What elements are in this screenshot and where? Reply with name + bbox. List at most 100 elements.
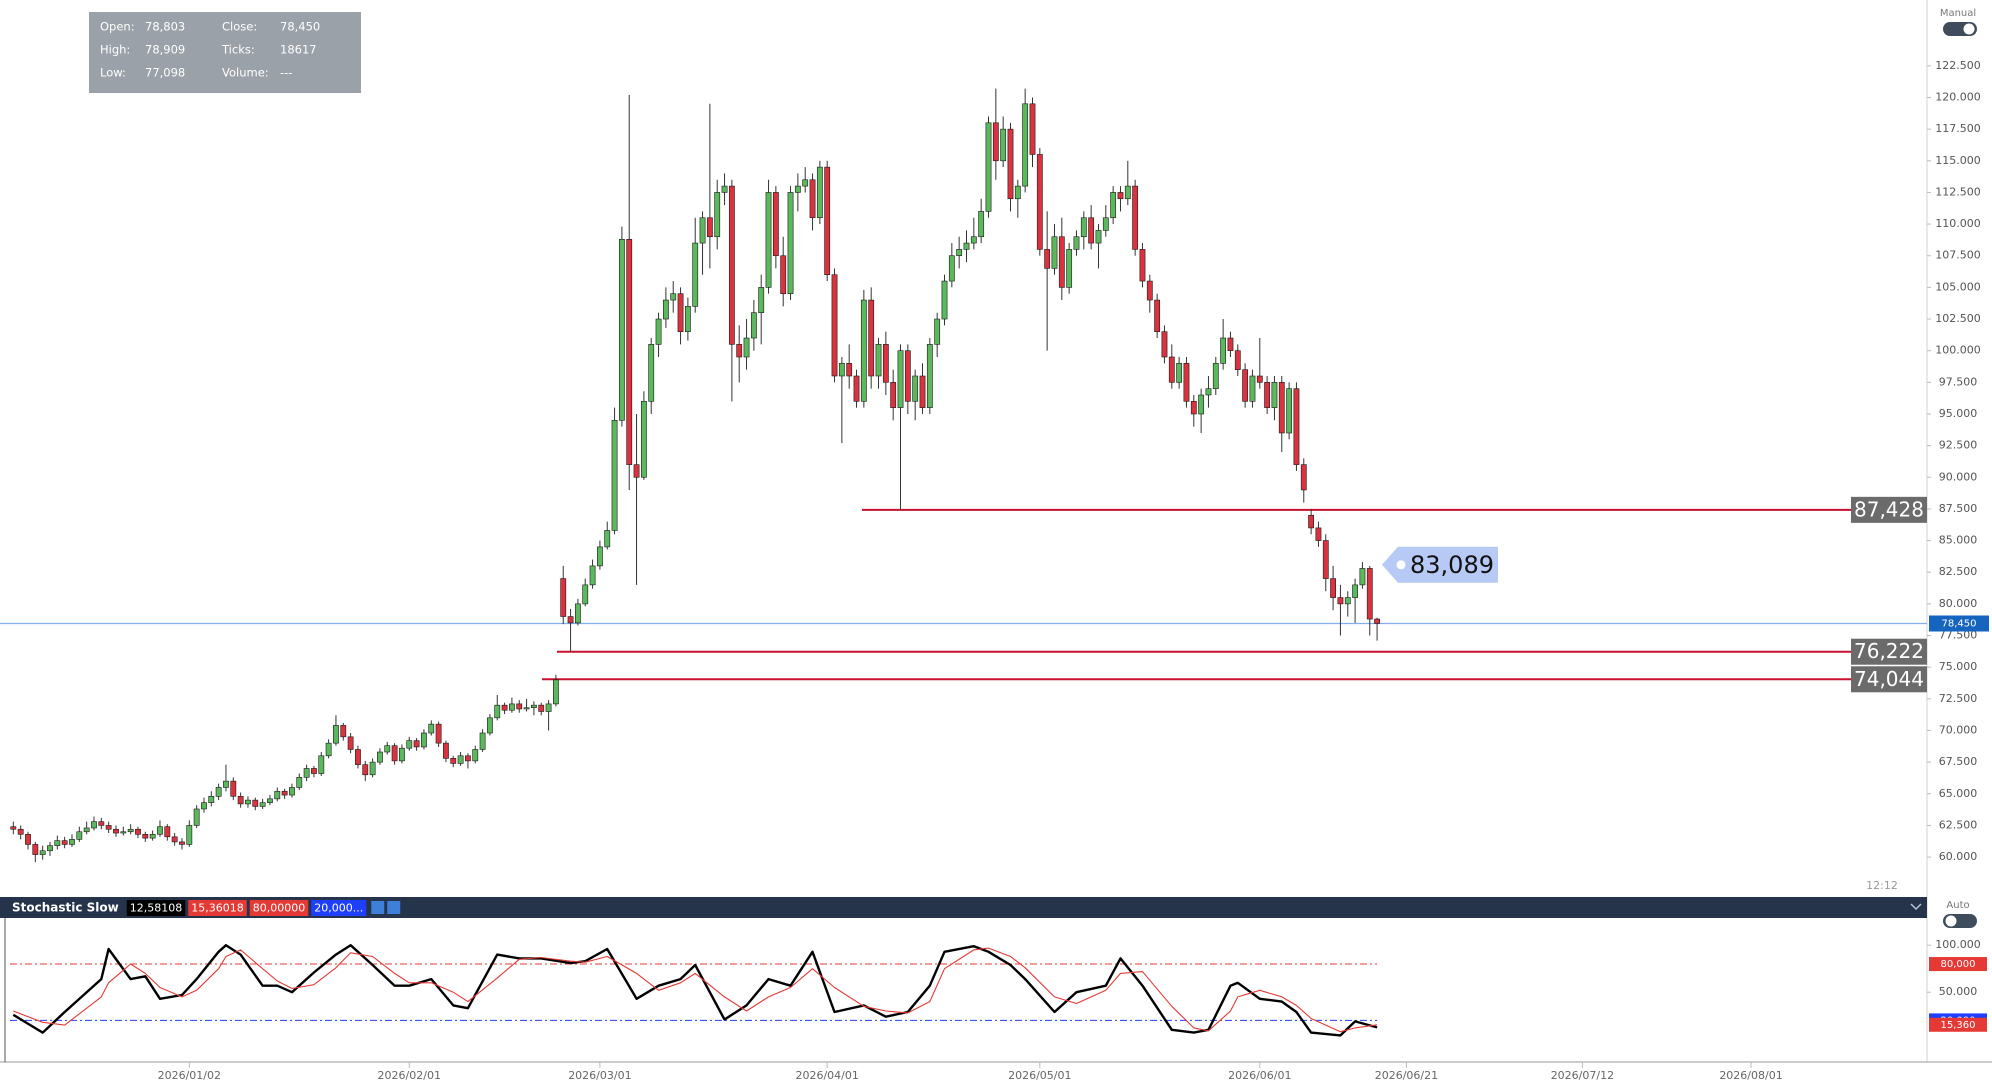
- candle-body: [736, 344, 743, 358]
- candle-body: [919, 375, 926, 408]
- candle-body: [120, 831, 127, 834]
- price-level-badge: [1851, 496, 1927, 523]
- candle-body: [1374, 618, 1380, 624]
- candle-body: [1036, 154, 1043, 250]
- candle-body: [853, 375, 860, 402]
- candle-body: [39, 850, 46, 855]
- candle-body: [127, 828, 134, 833]
- info-label: Low:: [100, 66, 126, 80]
- y-tick-label: 107.500: [1935, 249, 1981, 262]
- candle-body: [956, 249, 963, 257]
- last-value-badge: [1929, 1017, 1987, 1032]
- clock: 12:12: [1866, 879, 1898, 892]
- y-tick-label: 60.000: [1939, 850, 1978, 863]
- candle-body: [362, 764, 369, 776]
- candle-body: [816, 166, 823, 219]
- legend-value: 12,58108: [130, 902, 183, 915]
- legend-badge: [311, 900, 367, 916]
- x-tick-label: 2026/08/01: [1719, 1069, 1782, 1082]
- candle-body: [333, 725, 339, 744]
- last-price-badge: [1929, 615, 1989, 632]
- candle-body: [890, 382, 897, 408]
- candle-body: [567, 616, 574, 624]
- candle-body: [538, 704, 545, 712]
- candle-body: [215, 787, 222, 797]
- y-tick-label: 90.000: [1939, 470, 1978, 483]
- info-value: 78,450: [280, 20, 320, 34]
- candle-body: [435, 723, 442, 744]
- candle-body: [794, 185, 801, 193]
- candle-body: [1014, 185, 1021, 200]
- settings-button[interactable]: [371, 901, 385, 914]
- candle-body: [135, 828, 141, 835]
- collapse-chevron[interactable]: [1910, 903, 1922, 911]
- candle-body: [1359, 568, 1366, 586]
- candle-body: [758, 287, 765, 314]
- info-label: Close:: [222, 20, 257, 34]
- candle-body: [1278, 382, 1285, 434]
- candle-body: [1073, 236, 1080, 250]
- info-value: 78,803: [145, 20, 185, 34]
- candle-body: [487, 717, 493, 734]
- candle-body: [714, 192, 721, 238]
- y-tick-label: 122.500: [1935, 59, 1981, 72]
- candle-body: [91, 821, 97, 829]
- close-button[interactable]: [387, 901, 401, 914]
- candle-body: [809, 179, 816, 219]
- mode-label: Manual: [1940, 8, 1976, 19]
- candle-body: [391, 745, 398, 762]
- y-tick-label: 102.500: [1935, 312, 1981, 325]
- candle-body: [252, 799, 259, 807]
- candle-body: [17, 828, 24, 835]
- candle-body: [553, 679, 559, 705]
- candle-body: [142, 833, 149, 839]
- y-tick-label: 115.000: [1935, 154, 1981, 167]
- candle-body: [912, 375, 919, 402]
- candle-body: [655, 318, 662, 345]
- candle-body: [289, 787, 295, 796]
- candle-body: [186, 825, 193, 845]
- candle-body: [245, 799, 251, 805]
- candle-body: [465, 755, 471, 762]
- candle-body: [1183, 363, 1190, 402]
- x-tick-label: 2026/05/01: [1008, 1069, 1071, 1082]
- info-label: Ticks:: [221, 43, 255, 57]
- price-level-badge: [1851, 638, 1927, 665]
- candle-body: [1176, 363, 1183, 383]
- y-tick-label: 100.000: [1935, 344, 1981, 357]
- candle-body: [1117, 192, 1124, 200]
- candle-body: [1190, 401, 1197, 415]
- candle-body: [377, 751, 383, 763]
- scale-mode-label: Auto: [1946, 900, 1969, 911]
- indicator-title: Stochastic Slow: [12, 901, 119, 915]
- candle-body: [208, 796, 215, 803]
- candle-body: [1300, 464, 1307, 491]
- candle-body: [47, 845, 53, 852]
- price-level-badge: [1851, 666, 1927, 693]
- x-tick-label: 2026/06/01: [1228, 1069, 1291, 1082]
- candle-body: [421, 732, 427, 748]
- candle-body: [948, 255, 955, 282]
- candle-body: [611, 420, 618, 531]
- callout-dot: [1396, 560, 1406, 570]
- candle-body: [325, 742, 332, 757]
- candle-body: [1132, 185, 1139, 250]
- legend-badge: [249, 900, 309, 916]
- candle-body: [296, 777, 303, 788]
- candle-body: [10, 826, 17, 830]
- candle-body: [728, 185, 735, 345]
- candle-body: [1022, 103, 1029, 187]
- candle-body: [193, 808, 200, 826]
- last-value-label: 15,360: [1941, 1020, 1976, 1031]
- candle-body: [413, 740, 420, 748]
- candle-body: [1366, 568, 1373, 620]
- candle-body: [1161, 331, 1168, 358]
- candle-body: [575, 603, 581, 624]
- candle-body: [662, 299, 669, 320]
- candle-body: [1308, 514, 1315, 529]
- candle-body: [259, 802, 266, 807]
- candle-body: [1154, 299, 1161, 332]
- candle-body: [985, 122, 992, 212]
- candle-body: [868, 299, 875, 377]
- candle-body: [787, 192, 794, 295]
